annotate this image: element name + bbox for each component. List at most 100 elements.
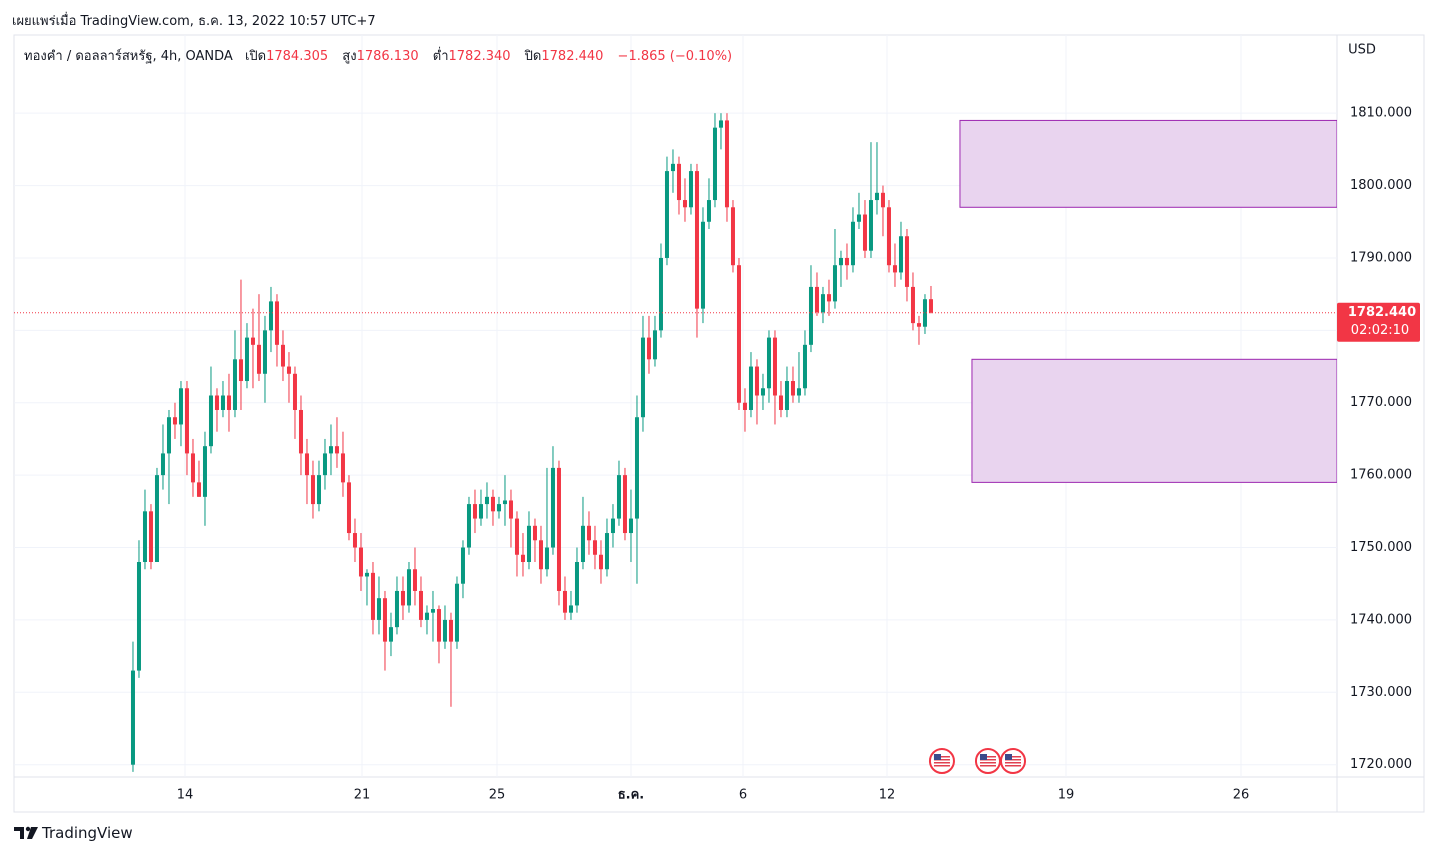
candle-body: [460, 547, 465, 584]
candle-body: [904, 236, 909, 287]
candle-body: [508, 500, 513, 519]
x-tick-label: 19: [1058, 788, 1075, 803]
x-tick-label: 12: [879, 788, 896, 803]
footer: TradingView: [14, 824, 133, 842]
candle-body: [652, 330, 657, 360]
flag-stripe: [933, 759, 950, 761]
countdown: 02:02:10: [1351, 323, 1409, 338]
flag-stripe: [1005, 762, 1021, 764]
y-tick-label: 1760.000: [1350, 468, 1412, 483]
x-tick-label: 14: [177, 788, 194, 803]
candle-body: [772, 337, 777, 396]
ohlc-name: ต่ำ: [432, 49, 449, 64]
flag-canton: [933, 754, 941, 760]
candle-body: [928, 299, 933, 313]
candle-body: [616, 475, 621, 519]
candle-body: [340, 453, 345, 483]
y-tick-label: 1730.000: [1350, 685, 1412, 700]
candle-body: [208, 395, 213, 447]
candle-body: [754, 366, 759, 396]
candle-body: [448, 619, 453, 642]
candle-body: [658, 257, 663, 331]
ohlc-value: 1786.130: [356, 49, 419, 64]
flag-stripe: [1005, 756, 1021, 758]
candle-body: [646, 337, 651, 360]
candle-body: [544, 547, 549, 570]
candle-body: [484, 496, 489, 505]
candle-body: [556, 467, 561, 591]
candle-body: [220, 395, 225, 410]
logo: [14, 826, 38, 839]
candle-body: [808, 286, 813, 345]
candle-body: [562, 590, 567, 613]
candle-body: [580, 525, 585, 563]
flag-stripe: [979, 759, 996, 761]
candle-body: [886, 207, 891, 266]
candle-body: [568, 605, 573, 613]
candle-body: [514, 518, 519, 555]
candle-body: [730, 207, 735, 266]
candle-body: [604, 533, 609, 570]
y-tick-label: 1810.000: [1350, 106, 1412, 121]
candle-body: [424, 612, 429, 620]
candle-body: [328, 446, 333, 454]
candle-body: [922, 299, 927, 327]
candle-body: [676, 163, 681, 201]
flag-canton: [1005, 754, 1012, 760]
candle-body: [436, 609, 441, 642]
candle-body: [916, 323, 921, 327]
candle-body: [790, 381, 795, 396]
y-tick-label: 1720.000: [1350, 757, 1412, 772]
candle-body: [910, 286, 915, 324]
event-ring: [1000, 748, 1026, 774]
event-icon: [1000, 748, 1026, 774]
flag-stripe: [933, 762, 950, 764]
candle-body: [466, 504, 471, 548]
ohlc-value: 1782.440: [541, 49, 604, 64]
candle-body: [586, 525, 591, 541]
legend: ทองคำ / ดอลลาร์สหรัฐ, 4h, OANDA เปิด1784…: [24, 45, 742, 66]
candle-body: [868, 200, 873, 251]
x-tick-label: 26: [1233, 788, 1250, 803]
candle-body: [826, 294, 831, 302]
candle-body: [148, 511, 153, 563]
x-tick-label: 25: [489, 788, 506, 803]
candle-body: [850, 221, 855, 266]
candle-body: [196, 482, 201, 497]
candle-body: [664, 171, 669, 258]
candle-body: [430, 609, 435, 613]
flag-stripe: [979, 756, 996, 758]
x-tick-label: ธ.ค.: [618, 788, 645, 803]
candle-body: [706, 200, 711, 222]
x-tick-label: 21: [354, 788, 371, 803]
publish-header: เผยแพร่เมื่อ TradingView.com, ธ.ค. 13, 2…: [12, 14, 376, 29]
candle-body: [364, 572, 369, 577]
candle-body: [406, 569, 411, 606]
event-ring: [928, 748, 955, 774]
price-label: 1782.440: [1348, 305, 1416, 320]
candle-body: [628, 518, 633, 534]
price-label-box: [1337, 302, 1420, 342]
candle-body: [832, 265, 837, 302]
candle-body: [640, 337, 645, 418]
candle-body: [712, 127, 717, 201]
candle-body: [274, 301, 279, 345]
currency: USD: [1348, 43, 1376, 58]
candle-body: [244, 337, 249, 382]
candle-body: [718, 120, 723, 128]
candle-body: [874, 192, 879, 201]
candle-body: [538, 540, 543, 570]
candle-body: [226, 395, 231, 410]
flag-stripe: [979, 762, 996, 764]
candle-body: [880, 192, 885, 208]
candle-body: [862, 214, 867, 251]
candle-body: [574, 562, 579, 606]
candle-body: [898, 236, 903, 273]
candle-body: [154, 475, 159, 563]
candle-body: [688, 171, 693, 208]
candle-body: [280, 344, 285, 367]
candle-body: [304, 453, 309, 476]
candle-body: [622, 475, 627, 534]
flag-stripe: [1005, 759, 1021, 761]
